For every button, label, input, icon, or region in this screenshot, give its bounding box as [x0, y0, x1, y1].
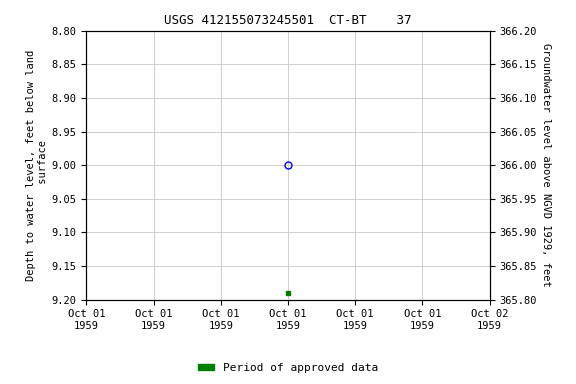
Title: USGS 412155073245501  CT-BT    37: USGS 412155073245501 CT-BT 37	[164, 14, 412, 27]
Y-axis label: Depth to water level, feet below land
 surface: Depth to water level, feet below land su…	[26, 50, 47, 281]
Legend: Period of approved data: Period of approved data	[194, 360, 382, 377]
Y-axis label: Groundwater level above NGVD 1929, feet: Groundwater level above NGVD 1929, feet	[541, 43, 551, 287]
